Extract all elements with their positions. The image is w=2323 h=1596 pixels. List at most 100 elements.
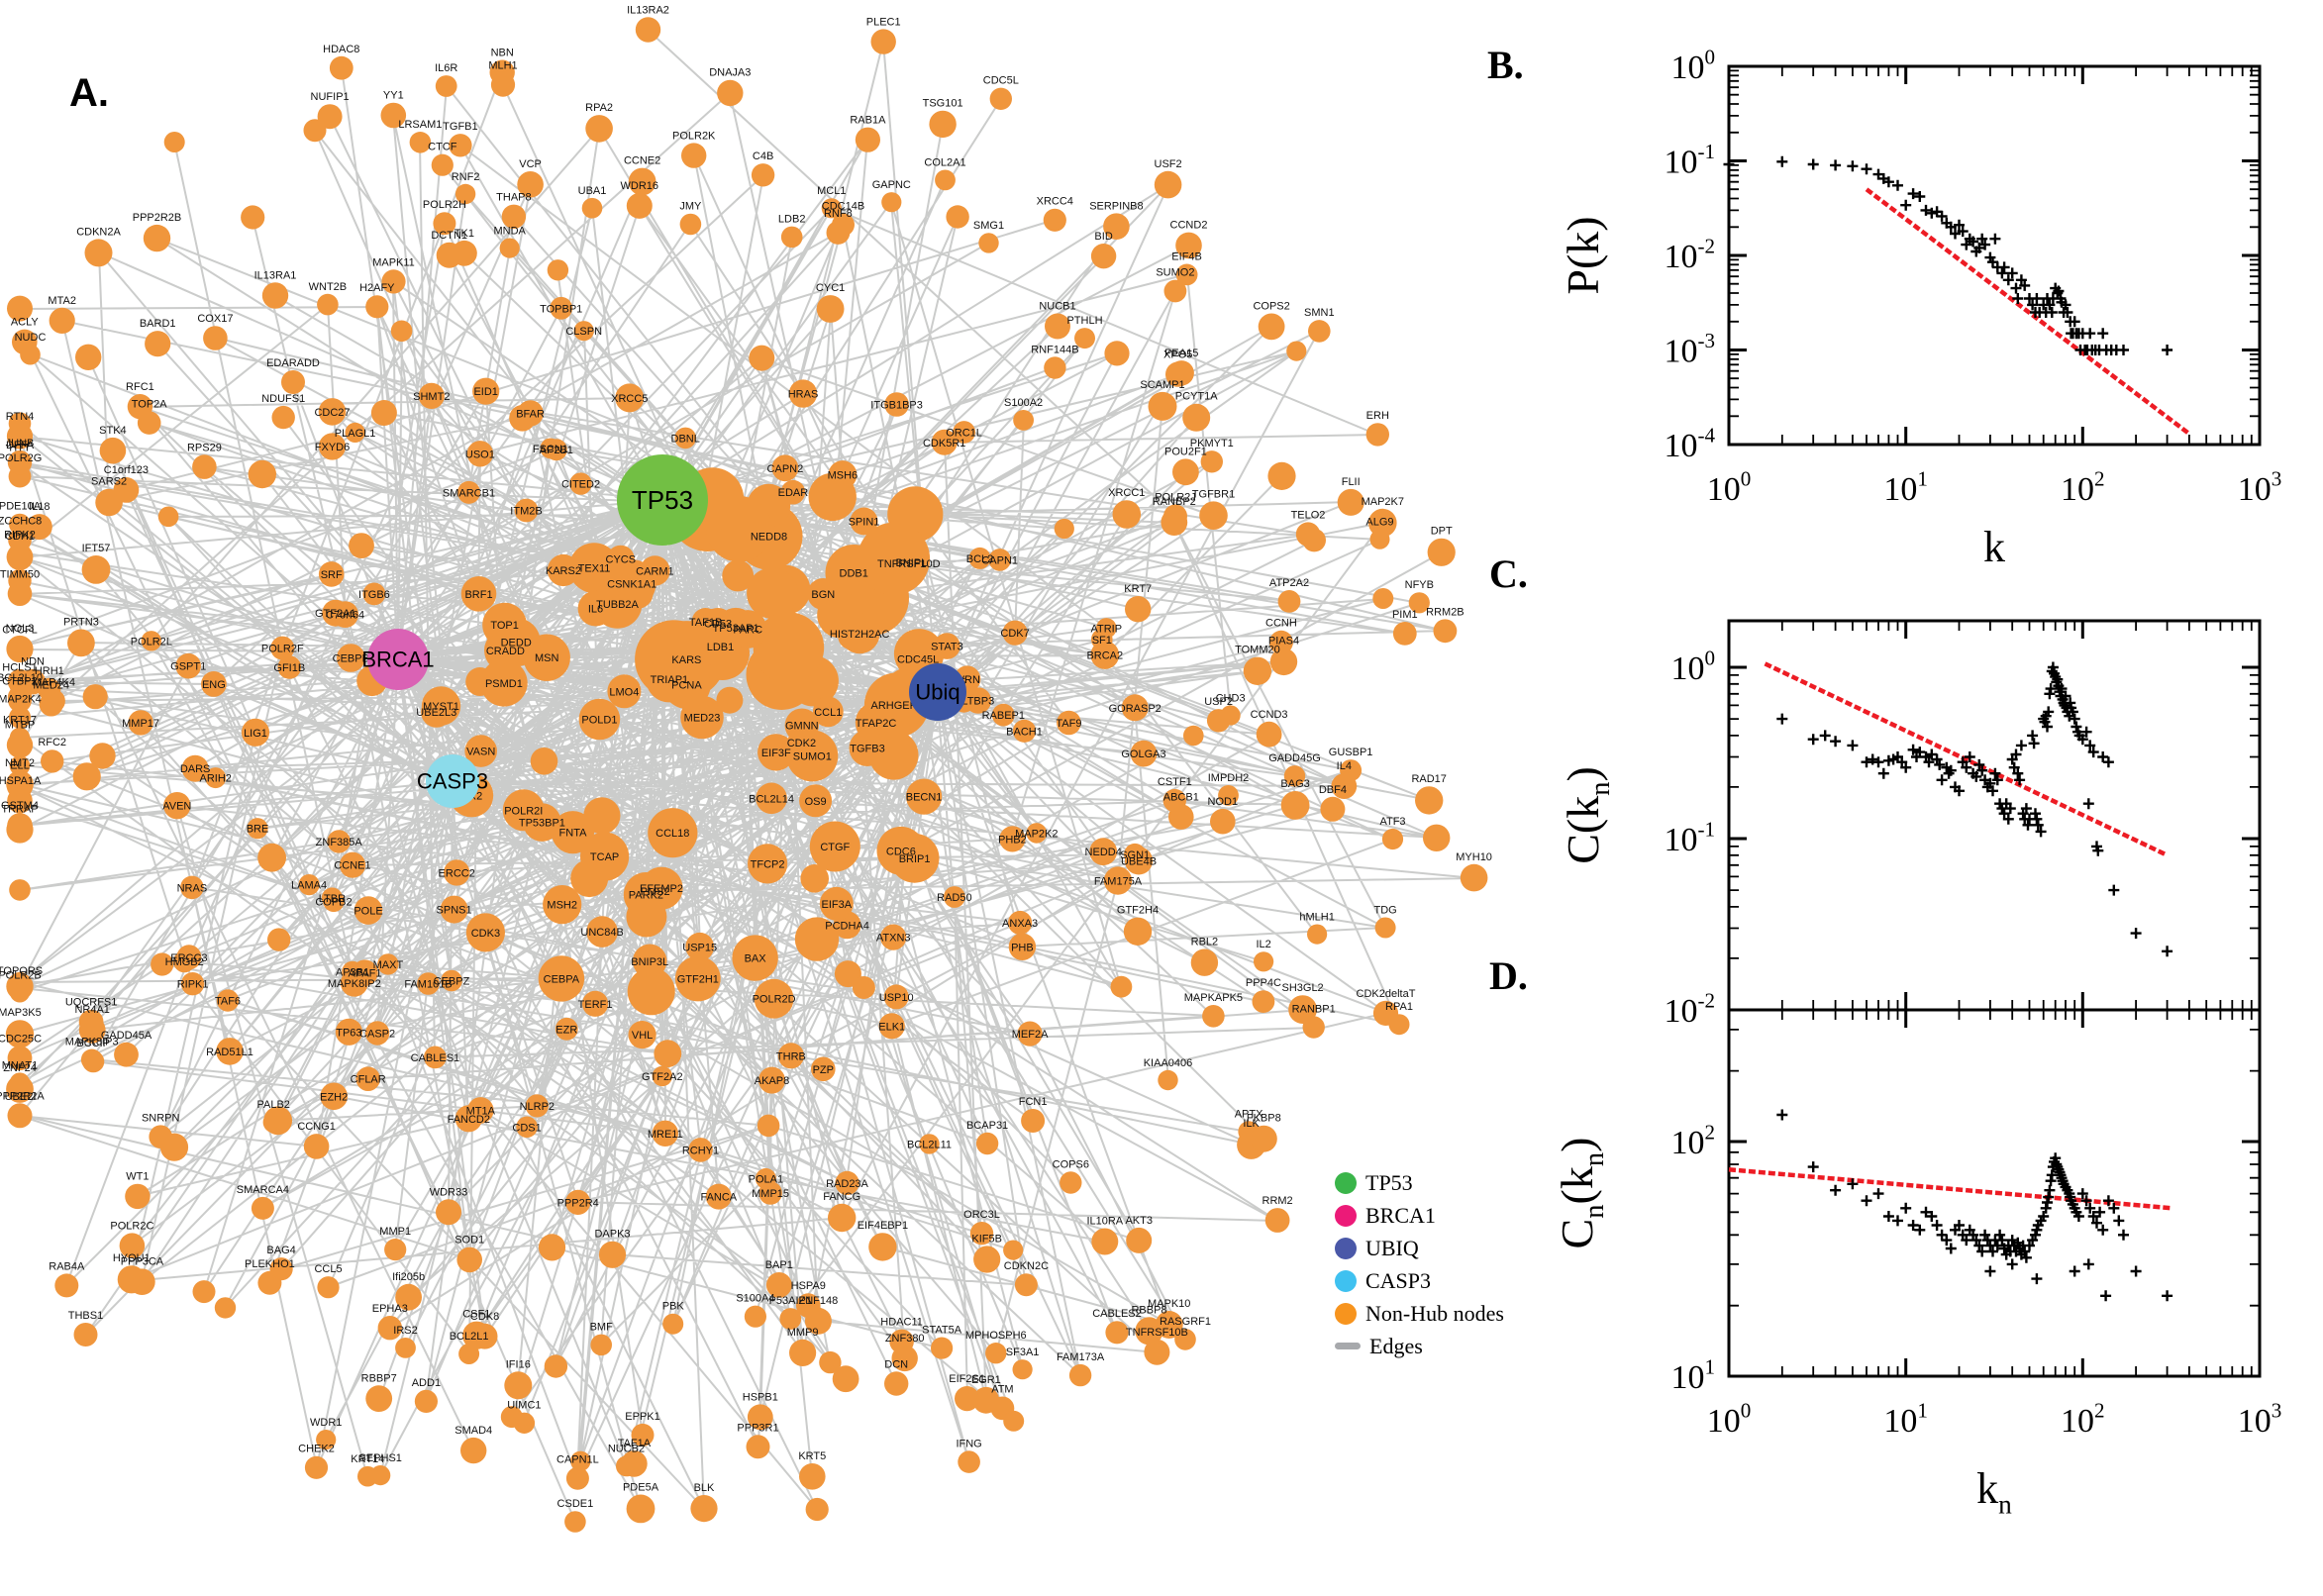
node-label: RANBP1 — [1292, 1003, 1336, 1015]
node-label: BCCIP — [76, 1038, 110, 1049]
node-label: RPS29 — [187, 442, 222, 453]
network-node — [7, 787, 33, 814]
network-node — [9, 1072, 31, 1093]
network-node — [7, 668, 33, 694]
node-label: MAP2K7 — [1362, 496, 1404, 508]
network-node — [551, 811, 595, 854]
node-label: MAXT — [373, 959, 404, 971]
network-node — [1105, 1321, 1129, 1345]
node-label: TOP2A — [132, 398, 168, 410]
node-label: XRCC1 — [1108, 487, 1145, 499]
node-label: SRF — [321, 569, 343, 581]
node-label: C7orf64 — [326, 610, 364, 622]
node-label: SOD1 — [454, 1235, 484, 1247]
node-label: FSCN1 — [533, 444, 568, 455]
network-node — [1044, 356, 1066, 379]
network-node — [1427, 538, 1456, 566]
network-node — [780, 226, 803, 249]
network-node — [365, 295, 389, 319]
node-label: BFAR — [516, 408, 545, 420]
network-node — [466, 441, 494, 467]
network-node — [1021, 1109, 1046, 1133]
network-node — [421, 696, 453, 728]
network-node — [320, 1082, 349, 1111]
network-node — [884, 392, 909, 417]
network-node — [8, 706, 32, 729]
network-node — [1308, 320, 1331, 343]
network-node — [716, 686, 744, 714]
network-node — [1017, 1021, 1043, 1047]
network-node — [8, 451, 32, 475]
node-label: CEBPB — [333, 653, 369, 665]
node-label: CHD3 — [1216, 693, 1246, 705]
network-node — [758, 734, 795, 771]
node-label: NDUFS1 — [261, 393, 305, 405]
node-label: KRT5 — [798, 1450, 826, 1462]
node-label: GOLGA3 — [1121, 748, 1165, 760]
network-node — [1374, 917, 1396, 939]
hub-label-brca1: BRCA1 — [361, 648, 434, 672]
node-label: JMY — [679, 201, 702, 213]
node-label: PBK — [662, 1301, 685, 1313]
network-node — [1433, 619, 1458, 644]
node-label: TOPBP1 — [540, 303, 582, 315]
network-node — [765, 1272, 792, 1298]
network-node — [555, 1017, 578, 1041]
node-label: MAP3K5 — [0, 1007, 42, 1019]
network-node — [462, 1321, 491, 1350]
node-label: KRT14 — [351, 1453, 384, 1465]
network-node — [1365, 423, 1390, 447]
node-label: FANCD2 — [448, 1114, 490, 1126]
node-label: AP3B1 — [336, 967, 369, 979]
node-label: TELO2 — [1291, 509, 1326, 521]
node-label: RBBP7 — [361, 1372, 397, 1384]
network-node — [257, 843, 286, 872]
network-node — [525, 1094, 549, 1118]
x-tick-label: 100 — [1707, 467, 1752, 508]
node-label: UBA1 — [578, 185, 607, 197]
network-node — [89, 743, 116, 769]
network-node — [799, 784, 833, 818]
node-label: ENG — [202, 679, 226, 691]
node-label: TERF1 — [578, 999, 613, 1011]
network-node — [159, 1133, 189, 1161]
node-label: CCNG1 — [297, 1121, 336, 1133]
network-node — [884, 1371, 909, 1396]
network-node — [345, 422, 365, 443]
legend-label: CASP3 — [1365, 1267, 1432, 1293]
network-node — [577, 590, 614, 627]
node-label: CTCF — [428, 142, 457, 153]
network-node — [1091, 1228, 1119, 1255]
node-label: UQCRFS1 — [65, 997, 118, 1009]
x-axis-title: k — [1983, 523, 2005, 571]
network-graph: NEDD8 KARS DDB1 PCNA ARHGEF2 CDC14B THAP8 KIAA0… — [0, 4, 1492, 1533]
node-label: KRT7 — [1124, 583, 1152, 595]
network-node — [460, 1437, 487, 1464]
network-node — [1368, 508, 1397, 538]
node-label: hMLH1 — [1299, 912, 1334, 924]
network-node — [988, 549, 1011, 571]
node-label: UBE2I — [5, 1091, 37, 1103]
node-label: GORASP2 — [1109, 703, 1162, 715]
node-label: MPHOSPH6 — [965, 1330, 1027, 1342]
node-label: LMO4 — [609, 686, 639, 698]
network-node — [777, 1043, 805, 1069]
network-node — [955, 1386, 980, 1412]
node-label: CARM1 — [636, 566, 674, 578]
node-label: BAX — [745, 953, 767, 965]
network-node — [267, 928, 291, 951]
node-label: RCHY1 — [682, 1145, 719, 1156]
network-node — [906, 778, 943, 815]
network-node — [1258, 313, 1285, 341]
x-tick-label: 103 — [2238, 1399, 2282, 1440]
node-label: XPO5 — [1163, 349, 1192, 360]
node-label: UIMC1 — [507, 1400, 541, 1412]
network-node — [49, 307, 75, 334]
network-node — [1026, 823, 1048, 844]
network-node — [99, 437, 127, 464]
network-node — [889, 833, 940, 883]
node-label: DBNL — [671, 433, 700, 445]
network-node — [145, 331, 171, 357]
hub-node-ubiq — [909, 663, 966, 721]
